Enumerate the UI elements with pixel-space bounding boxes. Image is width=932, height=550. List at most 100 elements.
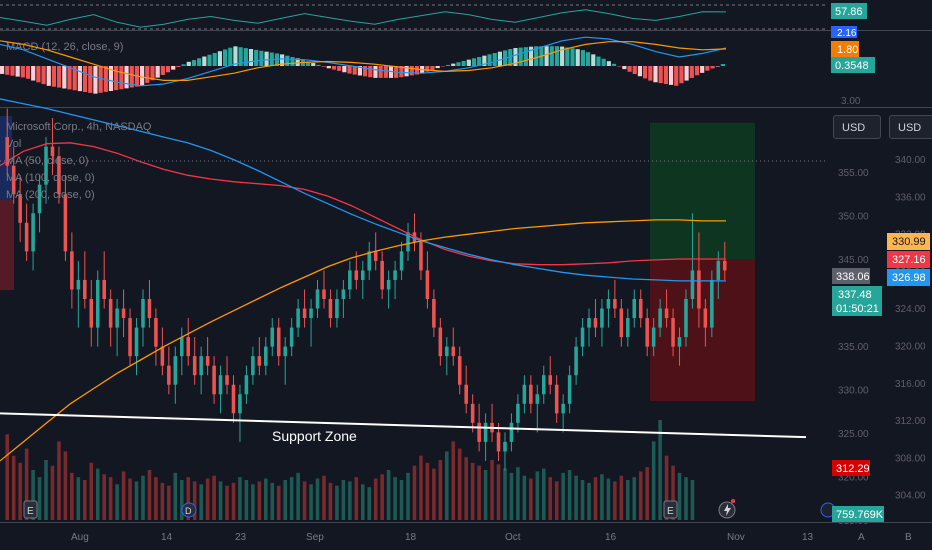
volume-bar [438, 460, 443, 520]
macd-hist-bar [228, 47, 233, 66]
time-scale[interactable]: Aug 14 23 Sep 18 Oct 16 Nov 13 A B [71, 532, 912, 543]
candle-body [535, 394, 540, 404]
candle-body [186, 337, 191, 357]
volume-bar [302, 481, 307, 520]
macd-pane[interactable]: MACD (12, 26, close, 9) 2.16 1.80 0.3548… [0, 26, 875, 107]
macd-hist-bar [36, 66, 41, 83]
volume-bar [121, 471, 126, 520]
volume-bar [341, 480, 346, 520]
volume-bar [192, 481, 197, 520]
macd-hist-bar [720, 64, 725, 66]
volume-bar [283, 480, 287, 520]
macd-hist-bar [663, 66, 668, 85]
volume-bar [509, 472, 514, 520]
dividend-marker[interactable]: D [181, 502, 197, 518]
volume-bars [5, 420, 695, 520]
support-trendline[interactable] [0, 412, 807, 439]
macd-hist-bar [20, 66, 25, 78]
right-axis-tick: 312.00 [895, 416, 926, 427]
volume-bar [567, 470, 572, 520]
candle-body [289, 327, 294, 347]
volume-bar [684, 477, 688, 520]
position-stop-zone[interactable] [650, 259, 755, 402]
ma100-price: 327.16 [892, 254, 926, 266]
alert-dot [731, 499, 735, 503]
volume-bar [83, 480, 87, 520]
candle-body [335, 299, 339, 319]
candle-body [89, 299, 94, 328]
earnings-marker[interactable]: E [23, 500, 38, 519]
currency-button-left[interactable]: USD [833, 115, 881, 139]
macd-hist-bar [705, 66, 710, 71]
time-axis-tick: 18 [405, 532, 417, 543]
candle-body [554, 384, 559, 414]
macd-hist-bar [207, 54, 212, 66]
macd-hist-bar [694, 66, 700, 76]
macd-hist-bar [549, 46, 554, 66]
volume-bar [354, 477, 359, 520]
macd-hist-bar [544, 46, 549, 66]
volume-bar [600, 474, 604, 520]
candle-body [147, 299, 152, 319]
macd-hist-bar [171, 66, 176, 70]
macd-hist-bar [295, 58, 300, 66]
macd-hist-bar [305, 61, 311, 66]
currency-button-right[interactable]: USD [889, 115, 932, 139]
volume-bar [645, 467, 649, 520]
left-axis-tick: 325.00 [838, 429, 869, 440]
volume-bar [638, 471, 643, 520]
rsi-pane[interactable]: 57.86 [0, 3, 867, 30]
macd-hist-bar [243, 48, 248, 66]
candle-body [283, 346, 287, 357]
macd-hist-bar [523, 47, 528, 66]
candle-body [296, 308, 300, 328]
candle-body [432, 299, 436, 328]
candle-body [18, 194, 22, 223]
price-pane[interactable]: Support Zone Microsoft Corp., 4h, NASDAQ… [0, 98, 836, 520]
symbol-legend[interactable]: Microsoft Corp., 4h, NASDAQ [6, 121, 152, 133]
candle-body [574, 346, 578, 376]
candle-body [522, 384, 527, 404]
macd-hist-bar [508, 49, 513, 66]
volume-bar [141, 475, 145, 520]
macd-hist-bar [575, 49, 580, 66]
macd-hist-bar [197, 58, 202, 66]
candle-body [95, 279, 100, 328]
volume-bar [690, 480, 695, 520]
macd-value-badge [831, 41, 859, 57]
volume-bar [496, 464, 501, 520]
time-axis-tick: Aug [71, 532, 89, 543]
candle-body [516, 403, 520, 423]
rsi-value: 57.86 [835, 6, 863, 18]
flash-icon[interactable] [718, 501, 736, 519]
macd-hist-bar [471, 58, 477, 66]
macd-hist-bar [155, 66, 160, 78]
right-axis-tick: 336.00 [895, 192, 926, 203]
candle-body [251, 356, 255, 376]
position-target-zone[interactable] [650, 122, 755, 260]
legend-ma100: MA (100, close, 0) [6, 172, 95, 184]
volume-bar [432, 468, 436, 520]
volume-bar [270, 482, 275, 520]
macd-hist-bar [222, 49, 228, 66]
macd-top-badge [831, 26, 857, 38]
macd-hist-bar [88, 66, 93, 93]
candle-body [173, 356, 178, 385]
earnings-marker-2[interactable]: E [663, 500, 678, 519]
volume-bar [264, 478, 268, 520]
candle-body [593, 318, 598, 328]
support-zone-label[interactable]: Support Zone [272, 428, 357, 444]
volume-bar [516, 467, 520, 520]
volume-bar [632, 477, 637, 520]
right-axis-tick: 320.00 [895, 342, 926, 353]
macd-hist-bar [632, 66, 637, 75]
candle-body [302, 308, 307, 319]
time-axis-tick: B [905, 532, 912, 543]
volume-bar [554, 481, 559, 520]
right-axis-tick: 304.00 [895, 491, 926, 502]
volume-bar [606, 478, 611, 520]
macd-hist-bar [648, 66, 653, 81]
macd-hist-bar [440, 66, 445, 67]
macd-hist-bar [357, 66, 362, 76]
